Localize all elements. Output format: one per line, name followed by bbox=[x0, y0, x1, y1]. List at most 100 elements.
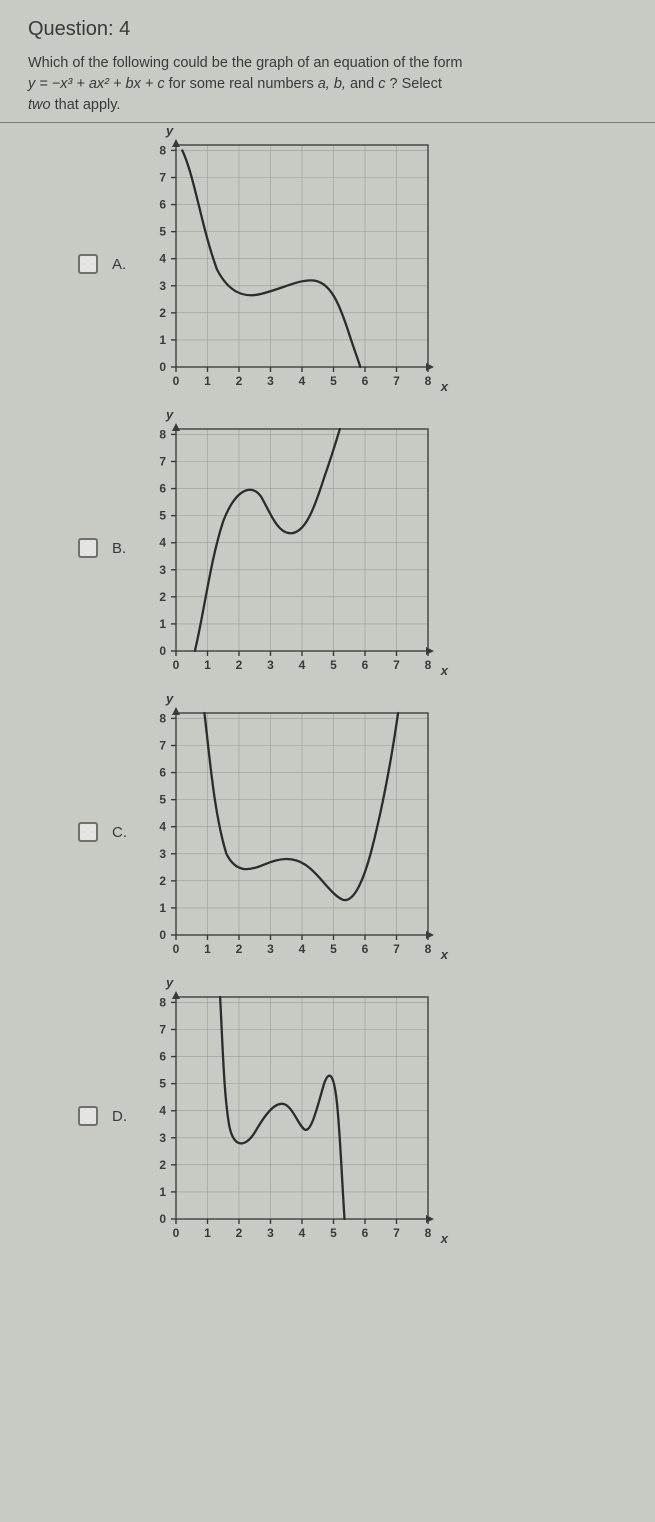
y-axis-label: y bbox=[166, 407, 173, 422]
svg-text:5: 5 bbox=[159, 793, 166, 807]
vars-ab: a, b, bbox=[318, 76, 346, 92]
svg-text:8: 8 bbox=[425, 658, 432, 672]
svg-text:7: 7 bbox=[159, 739, 166, 753]
svg-text:2: 2 bbox=[159, 1158, 166, 1172]
chart-B: 012345678012345678 bbox=[144, 423, 434, 673]
svg-text:4: 4 bbox=[299, 374, 306, 388]
svg-text:7: 7 bbox=[393, 374, 400, 388]
svg-text:1: 1 bbox=[204, 658, 211, 672]
options-list: A.yx012345678012345678B.yx01234567801234… bbox=[28, 139, 627, 1241]
option-row-B: B.yx012345678012345678 bbox=[28, 423, 627, 673]
y-axis-label: y bbox=[166, 123, 173, 138]
svg-text:2: 2 bbox=[236, 658, 243, 672]
chart-A: 012345678012345678 bbox=[144, 139, 434, 389]
svg-text:5: 5 bbox=[330, 1226, 337, 1240]
svg-text:6: 6 bbox=[159, 482, 166, 496]
svg-text:0: 0 bbox=[173, 374, 180, 388]
svg-text:3: 3 bbox=[159, 279, 166, 293]
svg-text:0: 0 bbox=[173, 1226, 180, 1240]
svg-text:0: 0 bbox=[159, 360, 166, 374]
svg-text:3: 3 bbox=[267, 374, 274, 388]
two-word: two bbox=[28, 97, 51, 113]
option-row-A: A.yx012345678012345678 bbox=[28, 139, 627, 389]
svg-text:5: 5 bbox=[330, 374, 337, 388]
checkbox-B[interactable] bbox=[78, 538, 98, 558]
svg-text:4: 4 bbox=[159, 1104, 166, 1118]
prompt-q: ? Select bbox=[390, 76, 442, 92]
svg-text:3: 3 bbox=[159, 563, 166, 577]
svg-text:2: 2 bbox=[236, 1226, 243, 1240]
checkbox-D[interactable] bbox=[78, 1106, 98, 1126]
prompt-and: and bbox=[350, 76, 378, 92]
svg-text:3: 3 bbox=[267, 658, 274, 672]
svg-text:6: 6 bbox=[159, 1050, 166, 1064]
svg-text:5: 5 bbox=[159, 225, 166, 239]
svg-text:1: 1 bbox=[159, 901, 166, 915]
svg-text:2: 2 bbox=[159, 874, 166, 888]
x-axis-label: x bbox=[441, 663, 448, 678]
curve-B bbox=[195, 429, 340, 651]
svg-text:7: 7 bbox=[159, 171, 166, 185]
svg-text:7: 7 bbox=[159, 455, 166, 469]
svg-text:8: 8 bbox=[159, 143, 166, 157]
svg-text:3: 3 bbox=[159, 1131, 166, 1145]
y-axis-label: y bbox=[166, 975, 173, 990]
svg-text:4: 4 bbox=[299, 1226, 306, 1240]
svg-text:0: 0 bbox=[173, 942, 180, 956]
svg-text:8: 8 bbox=[425, 1226, 432, 1240]
prompt-end: that apply. bbox=[55, 97, 121, 113]
divider bbox=[0, 122, 655, 123]
svg-text:0: 0 bbox=[159, 644, 166, 658]
svg-text:5: 5 bbox=[159, 1077, 166, 1091]
chart-C: 012345678012345678 bbox=[144, 707, 434, 957]
svg-text:3: 3 bbox=[267, 1226, 274, 1240]
svg-text:4: 4 bbox=[299, 942, 306, 956]
svg-text:8: 8 bbox=[159, 427, 166, 441]
svg-text:8: 8 bbox=[159, 711, 166, 725]
option-label-D: D. bbox=[112, 1108, 126, 1125]
question-number: Question: 4 bbox=[28, 18, 627, 41]
svg-text:8: 8 bbox=[425, 942, 432, 956]
svg-text:5: 5 bbox=[159, 509, 166, 523]
svg-text:6: 6 bbox=[362, 942, 369, 956]
var-c: c bbox=[378, 76, 385, 92]
svg-text:3: 3 bbox=[267, 942, 274, 956]
equation: y = −x³ + ax² + bx + c bbox=[28, 76, 165, 92]
svg-text:7: 7 bbox=[393, 942, 400, 956]
checkbox-A[interactable] bbox=[78, 254, 98, 274]
svg-text:0: 0 bbox=[159, 928, 166, 942]
svg-text:6: 6 bbox=[362, 658, 369, 672]
option-label-B: B. bbox=[112, 540, 126, 557]
x-axis-label: x bbox=[441, 379, 448, 394]
svg-text:4: 4 bbox=[159, 536, 166, 550]
svg-text:0: 0 bbox=[159, 1212, 166, 1226]
svg-text:7: 7 bbox=[393, 658, 400, 672]
x-axis-label: x bbox=[441, 1231, 448, 1246]
svg-text:8: 8 bbox=[159, 995, 166, 1009]
svg-text:7: 7 bbox=[159, 1023, 166, 1037]
prompt-text-2: for some real numbers bbox=[169, 76, 318, 92]
y-axis-label: y bbox=[166, 691, 173, 706]
svg-text:1: 1 bbox=[159, 1185, 166, 1199]
svg-text:1: 1 bbox=[159, 333, 166, 347]
svg-text:4: 4 bbox=[159, 252, 166, 266]
checkbox-C[interactable] bbox=[78, 822, 98, 842]
svg-text:6: 6 bbox=[362, 1226, 369, 1240]
option-row-C: C.yx012345678012345678 bbox=[28, 707, 627, 957]
prompt-text-1: Which of the following could be the grap… bbox=[28, 55, 462, 71]
svg-text:2: 2 bbox=[236, 374, 243, 388]
svg-text:3: 3 bbox=[159, 847, 166, 861]
svg-text:2: 2 bbox=[236, 942, 243, 956]
svg-text:2: 2 bbox=[159, 306, 166, 320]
svg-text:6: 6 bbox=[159, 766, 166, 780]
svg-text:4: 4 bbox=[299, 658, 306, 672]
svg-text:7: 7 bbox=[393, 1226, 400, 1240]
chart-D: 0 1 2 3 4 5 6 7 8 0 1 2 3 4 5 6 7 8 bbox=[144, 991, 434, 1241]
question-prompt: Which of the following could be the grap… bbox=[28, 53, 627, 116]
svg-text:0: 0 bbox=[173, 658, 180, 672]
svg-text:1: 1 bbox=[204, 1226, 211, 1240]
svg-text:2: 2 bbox=[159, 590, 166, 604]
svg-text:6: 6 bbox=[159, 198, 166, 212]
svg-text:1: 1 bbox=[204, 942, 211, 956]
curve-C bbox=[204, 713, 398, 900]
